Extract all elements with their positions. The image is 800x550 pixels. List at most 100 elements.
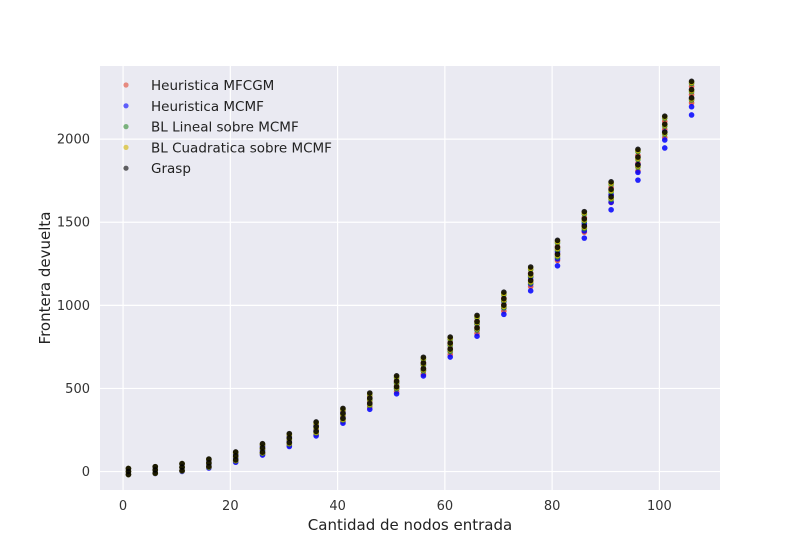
data-point (393, 390, 400, 397)
data-point (393, 383, 400, 390)
data-point (581, 216, 588, 222)
data-point (608, 179, 614, 185)
x-tick-label: 40 (329, 499, 346, 514)
data-point (232, 449, 239, 455)
data-point (420, 373, 427, 379)
x-tick-label: 80 (544, 499, 561, 514)
data-point (286, 435, 293, 441)
data-point (527, 270, 534, 277)
data-point (313, 428, 319, 435)
data-point (366, 390, 373, 396)
series-4 (125, 78, 695, 478)
data-point (286, 439, 293, 446)
data-point (313, 419, 319, 425)
data-point (635, 146, 641, 153)
legend-label: BL Cuadratica sobre MCMF (151, 140, 332, 156)
data-point (206, 463, 212, 470)
data-point (366, 395, 373, 402)
data-point (635, 162, 641, 168)
data-point (393, 372, 400, 379)
data-point (635, 154, 641, 160)
legend-label: BL Lineal sobre MCMF (151, 120, 299, 136)
y-axis-label: Frontera devuelta (36, 212, 54, 345)
legend-marker (123, 165, 129, 171)
data-points (125, 78, 695, 478)
data-point (688, 86, 695, 93)
data-point (527, 264, 534, 270)
data-point (688, 112, 695, 118)
data-point (608, 194, 614, 200)
data-point (125, 471, 132, 478)
legend-label: Heuristica MFCGM (151, 78, 274, 94)
data-point (152, 470, 159, 476)
grid-lines (100, 66, 720, 490)
data-point (581, 235, 588, 241)
x-tick-label: 100 (647, 499, 672, 514)
data-point (366, 406, 373, 413)
x-tick-label: 60 (437, 499, 454, 514)
data-point (527, 277, 534, 284)
data-point (501, 295, 507, 302)
x-tick-label: 0 (119, 499, 127, 514)
data-point (259, 440, 266, 447)
legend-label: Heuristica MCMF (151, 99, 264, 115)
data-point (259, 445, 266, 451)
data-point (474, 325, 480, 331)
data-point (688, 95, 695, 101)
data-point (340, 410, 346, 417)
data-point (661, 145, 668, 151)
data-point (688, 78, 695, 85)
data-point (393, 378, 400, 385)
data-point (366, 400, 373, 407)
data-point (340, 415, 346, 422)
y-tick-label: 1000 (57, 299, 90, 314)
data-point (608, 206, 614, 213)
data-point (635, 177, 641, 183)
data-point (554, 237, 561, 244)
legend-marker (123, 144, 129, 150)
data-point (232, 457, 239, 463)
data-point (554, 244, 561, 251)
data-point (179, 467, 185, 474)
legend-label: Grasp (151, 161, 191, 177)
data-point (661, 129, 668, 135)
data-point (474, 312, 480, 319)
data-point (340, 405, 346, 412)
data-point (474, 333, 480, 339)
data-point (420, 365, 427, 372)
data-point (501, 311, 507, 318)
data-point (661, 121, 668, 127)
legend-marker (123, 124, 129, 130)
data-point (447, 354, 454, 360)
legend-marker (123, 82, 129, 88)
data-point (554, 251, 561, 258)
data-point (688, 103, 695, 110)
plot-background (100, 66, 720, 490)
data-point (661, 137, 668, 143)
data-point (501, 302, 507, 308)
data-point (447, 340, 454, 346)
data-point (286, 430, 293, 437)
y-tick-label: 500 (65, 382, 90, 397)
data-point (581, 208, 588, 215)
data-point (501, 289, 507, 295)
data-point (527, 288, 534, 294)
data-point (313, 423, 319, 430)
x-axis-label: Cantidad de nodos entrada (308, 516, 512, 534)
legend: Heuristica MFCGM Heuristica MCMF BL Lineal… (123, 78, 332, 177)
data-point (474, 318, 480, 325)
data-point (554, 263, 561, 269)
x-tick-labels: 0 20 40 60 80 100 (119, 499, 672, 514)
y-tick-label: 0 (82, 465, 90, 480)
data-point (635, 169, 641, 176)
data-point (581, 223, 588, 229)
data-point (420, 354, 427, 361)
data-point (232, 453, 239, 459)
data-point (447, 334, 454, 340)
data-point (420, 360, 427, 366)
x-tick-label: 20 (222, 499, 239, 514)
y-tick-labels: 0 500 1000 1500 2000 (57, 133, 90, 480)
y-tick-label: 2000 (57, 133, 90, 148)
y-tick-label: 1500 (57, 216, 90, 231)
